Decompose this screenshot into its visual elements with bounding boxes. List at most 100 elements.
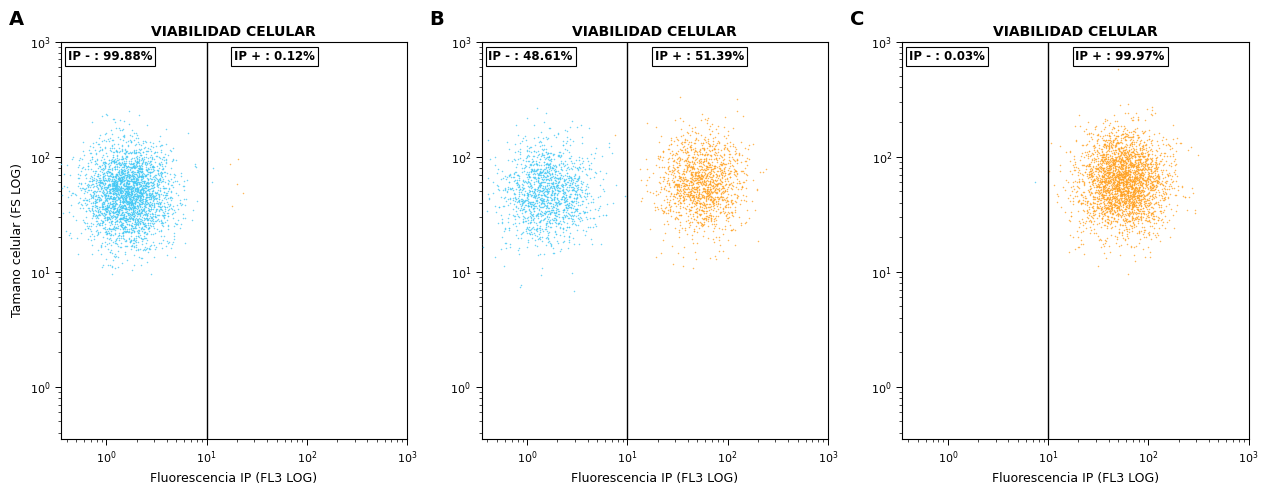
Point: [688, 176, 709, 184]
Point: [544, 182, 564, 190]
Point: [135, 178, 155, 186]
Point: [724, 165, 744, 173]
Point: [94, 169, 114, 177]
Point: [121, 138, 141, 146]
Point: [160, 146, 180, 154]
Point: [118, 185, 138, 193]
Point: [551, 180, 572, 187]
Point: [128, 169, 149, 177]
Point: [112, 158, 132, 166]
Point: [517, 224, 537, 232]
Point: [104, 186, 124, 194]
Point: [693, 155, 714, 163]
Point: [1114, 196, 1134, 204]
Point: [85, 157, 105, 165]
Point: [137, 216, 157, 224]
Point: [1095, 151, 1115, 159]
Point: [1133, 177, 1153, 185]
Point: [1132, 216, 1152, 224]
Point: [669, 182, 690, 189]
Point: [131, 189, 151, 197]
Point: [123, 205, 144, 213]
Point: [1095, 181, 1115, 189]
Point: [1111, 178, 1132, 186]
Point: [104, 179, 124, 186]
Point: [1107, 202, 1128, 210]
Point: [126, 246, 146, 253]
Point: [690, 173, 710, 181]
Point: [77, 196, 98, 204]
Point: [1095, 177, 1115, 185]
Point: [163, 210, 183, 218]
Point: [147, 205, 168, 213]
Point: [93, 180, 113, 187]
Point: [97, 201, 117, 209]
Point: [114, 162, 135, 170]
Point: [691, 165, 711, 173]
Point: [723, 196, 743, 204]
Point: [157, 212, 178, 220]
Point: [517, 214, 537, 222]
Point: [1087, 204, 1107, 212]
Point: [105, 176, 126, 184]
Point: [533, 191, 554, 199]
Point: [1110, 165, 1130, 173]
Point: [122, 195, 142, 203]
Point: [116, 208, 136, 216]
Point: [1088, 203, 1109, 211]
Point: [1100, 209, 1120, 217]
Point: [1116, 181, 1137, 188]
Point: [127, 166, 147, 174]
Point: [530, 181, 550, 189]
Point: [554, 189, 574, 197]
Point: [1123, 200, 1143, 208]
Point: [550, 174, 570, 182]
Point: [677, 190, 697, 198]
Point: [152, 155, 173, 163]
Point: [131, 169, 151, 177]
Point: [1073, 240, 1093, 248]
Point: [737, 184, 757, 191]
Point: [93, 187, 113, 195]
Point: [536, 164, 556, 172]
Point: [541, 223, 561, 231]
Point: [114, 248, 135, 256]
Point: [100, 175, 121, 183]
Point: [126, 181, 146, 189]
Point: [1118, 179, 1138, 186]
Point: [1124, 201, 1144, 209]
Point: [705, 162, 725, 170]
Point: [1093, 164, 1114, 172]
Point: [117, 171, 137, 179]
Point: [523, 207, 544, 215]
Point: [132, 189, 152, 197]
Point: [122, 176, 142, 184]
Point: [538, 204, 559, 212]
Point: [530, 168, 550, 176]
Point: [1128, 176, 1148, 184]
Point: [1086, 220, 1106, 228]
Point: [150, 205, 170, 213]
Point: [1083, 198, 1104, 206]
Point: [1151, 149, 1171, 157]
Point: [1125, 184, 1146, 192]
Point: [550, 199, 570, 207]
Point: [701, 166, 721, 174]
Point: [566, 194, 587, 202]
Point: [114, 149, 135, 157]
Point: [1124, 177, 1144, 185]
Point: [1111, 192, 1132, 200]
Point: [530, 167, 550, 175]
Point: [688, 174, 709, 182]
Point: [113, 163, 133, 171]
Point: [1114, 174, 1134, 182]
Point: [147, 175, 168, 183]
Point: [121, 166, 141, 174]
Point: [1113, 207, 1133, 215]
Point: [530, 203, 550, 211]
Point: [110, 192, 131, 200]
Point: [555, 179, 575, 187]
Point: [116, 146, 136, 154]
Point: [130, 157, 150, 165]
Point: [114, 213, 135, 221]
